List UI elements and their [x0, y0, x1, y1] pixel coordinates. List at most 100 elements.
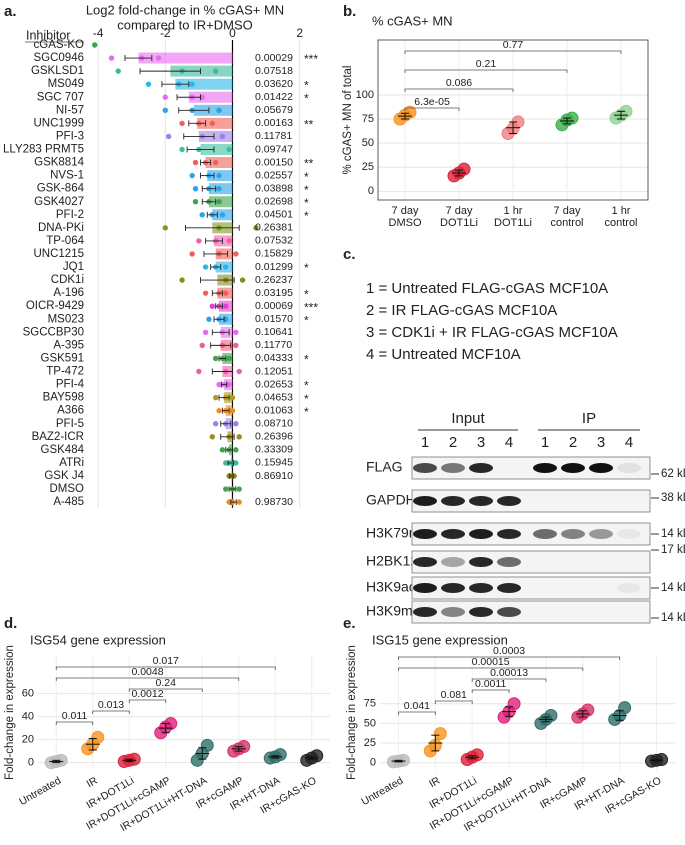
blot-band — [441, 557, 465, 567]
data-point — [216, 381, 222, 388]
marker-label: 17 kDa — [661, 544, 685, 556]
category-label: MS023 — [48, 313, 84, 325]
data-point — [145, 81, 152, 87]
category-label: cGAS-KO — [34, 39, 85, 51]
significance-bracket — [404, 50, 622, 54]
x-tick-label: control — [604, 217, 637, 229]
panel-letter: e. — [343, 615, 356, 632]
marker-label: 14 kDa — [661, 528, 685, 540]
y-tick-label: 75 — [362, 113, 374, 125]
p-value: 0.08710 — [255, 418, 293, 430]
p-value: 0.01422 — [255, 91, 293, 103]
data-point — [115, 68, 121, 74]
category-label: SGCCBP30 — [23, 326, 84, 338]
significance: * — [304, 353, 309, 367]
bracket-label: 0.0012 — [131, 688, 163, 700]
blot-band — [617, 583, 641, 593]
marker-label: 62 kDa — [661, 468, 685, 480]
bracket-label: 0.086 — [446, 77, 472, 89]
y-tick-label: 0 — [370, 757, 376, 769]
data-point — [209, 434, 216, 440]
chart-title: Log2 fold-change in % cGAS+ MN — [86, 2, 284, 17]
category-label: UNC1999 — [34, 117, 85, 129]
p-value: 0.26396 — [255, 431, 293, 443]
lane-label: 3 — [597, 434, 605, 451]
p-value: 0.11770 — [255, 339, 292, 351]
bracket-label: 0.011 — [62, 710, 88, 722]
data-point — [226, 381, 232, 388]
significance: *** — [304, 300, 318, 314]
data-point — [189, 81, 195, 87]
significance-bracket — [398, 711, 436, 715]
blot-band — [413, 557, 437, 567]
x-tick-label: IR — [85, 774, 100, 790]
data-point — [223, 290, 229, 296]
p-value: 0.00163 — [255, 117, 293, 129]
data-point — [236, 368, 242, 375]
data-point — [219, 447, 226, 453]
x-tick-label: IR — [427, 774, 442, 790]
significance-bracket — [55, 721, 94, 725]
bracket-label: 0.013 — [98, 699, 124, 711]
data-point — [226, 238, 232, 244]
data-point — [216, 199, 222, 205]
data-point — [196, 368, 202, 375]
bracket-label: 0.00013 — [490, 667, 528, 679]
blot-band — [617, 463, 641, 473]
x-tick-label: 1 hr — [504, 205, 523, 217]
bracket-label: 0.77 — [503, 39, 524, 51]
data-point — [155, 55, 162, 61]
x-tick-label: -2 — [160, 26, 171, 40]
bracket-label: 0.017 — [153, 655, 179, 667]
y-axis-label: Inhibitor — [26, 28, 70, 42]
significance-bracket — [398, 667, 584, 671]
data-point — [202, 329, 209, 336]
data-point — [507, 697, 521, 711]
p-value: 0.98730 — [255, 496, 293, 508]
blot-band — [469, 529, 493, 539]
p-value: 0.02698 — [255, 196, 293, 208]
category-label: BAZ2-ICR — [32, 431, 84, 443]
significance-bracket — [404, 69, 568, 73]
p-value: 0.01063 — [255, 404, 293, 416]
blot-band — [413, 583, 437, 593]
bar — [175, 78, 233, 90]
category-label: A-485 — [53, 496, 84, 508]
y-tick-label: 0 — [28, 757, 34, 769]
category-label: MS049 — [48, 78, 84, 90]
group-label: IP — [582, 410, 596, 427]
panel-letter: a. — [4, 3, 17, 20]
p-value: 0.11781 — [255, 130, 292, 142]
significance-bracket — [55, 677, 240, 681]
y-tick-label: 100 — [356, 89, 374, 101]
data-point — [179, 120, 185, 127]
y-axis-label: Fold-change in expression — [346, 645, 358, 780]
significance-bracket — [471, 678, 547, 682]
lane-label: 4 — [625, 434, 633, 451]
blot-band — [617, 529, 641, 539]
p-value: 0.04501 — [255, 209, 293, 221]
data-point — [581, 703, 595, 717]
bar — [188, 91, 233, 103]
significance: * — [304, 78, 309, 92]
data-point — [236, 434, 242, 440]
category-label: GSK484 — [41, 444, 85, 456]
bar — [138, 52, 233, 64]
blot-band — [533, 529, 557, 539]
chart-title: ISG15 gene expression — [372, 632, 508, 647]
data-point — [226, 355, 232, 362]
blot-band — [413, 529, 437, 539]
significance: * — [304, 287, 309, 301]
data-point — [310, 749, 324, 763]
category-label: GSK8814 — [34, 157, 84, 169]
data-point — [200, 738, 214, 752]
blot-band — [469, 463, 493, 473]
data-point — [209, 303, 216, 309]
category-label: UNC1215 — [34, 248, 85, 260]
significance: *** — [304, 52, 318, 66]
data-point — [179, 277, 185, 283]
data-point — [239, 277, 246, 283]
blot-band — [589, 529, 613, 539]
category-label: PFI-4 — [56, 379, 85, 391]
